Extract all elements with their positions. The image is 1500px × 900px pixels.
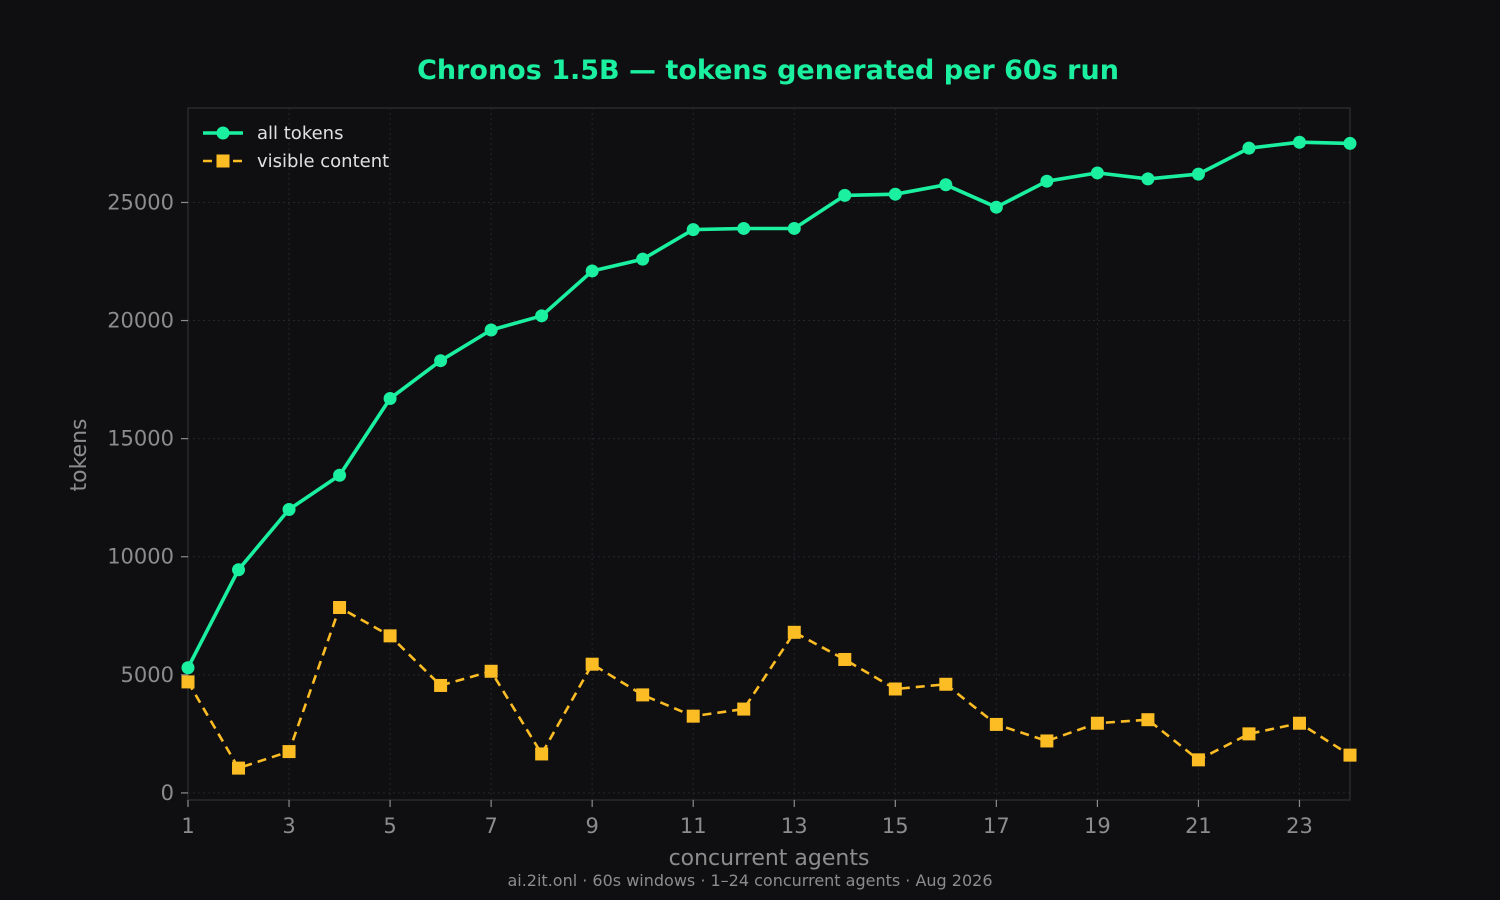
plot-frame [187,107,1351,801]
data-point-visible-content [585,657,599,671]
data-point-visible-content [535,747,549,761]
data-point-all-tokens [1040,174,1054,188]
data-point-visible-content [737,702,751,716]
series-line-visible-content [186,606,1351,770]
y-tick-label: 15000 [107,427,174,451]
data-point-all-tokens [1242,141,1256,155]
data-point-all-tokens [181,661,195,675]
data-point-all-tokens [1090,166,1104,180]
legend-label-all-tokens: all tokens [257,123,343,144]
legend: all tokens visible content [203,123,389,172]
data-point-all-tokens [383,391,397,405]
data-point-all-tokens [535,309,549,323]
data-point-visible-content [434,678,448,692]
data-point-all-tokens [1141,172,1155,186]
data-point-all-tokens [282,503,296,517]
data-point-visible-content [1090,716,1104,730]
legend-label-visible-content: visible content [257,151,389,172]
data-point-visible-content [333,601,347,615]
data-point-all-tokens [333,468,347,482]
data-point-visible-content [1242,727,1256,741]
axis-ticks: 1 3 5 7 9 11 13 15 17 19 21 23050001000015000200002… [107,190,1313,838]
x-tick-label: 7 [484,814,497,838]
y-tick-label: 20000 [107,309,174,333]
data-point-visible-content [888,682,902,696]
data-point-visible-content [1191,753,1205,767]
data-point-all-tokens [737,221,751,235]
x-tick-label: 23 [1286,814,1313,838]
data-point-visible-content [484,664,498,678]
x-tick-label: 3 [282,814,295,838]
y-tick-label: 25000 [107,190,174,214]
data-point-all-tokens [434,354,448,368]
legend-marker-visible-content [216,154,230,168]
x-tick-label: 13 [781,814,808,838]
footer-note: ai.2it.onl · 60s windows · 1–24 concurre… [507,871,992,890]
data-point-visible-content [282,745,296,759]
legend-marker-all-tokens [216,126,230,140]
data-point-visible-content [1040,734,1054,748]
series-line-all-tokens [186,140,1351,669]
data-point-all-tokens [636,252,650,266]
data-point-all-tokens [1343,136,1357,150]
x-axis-label: concurrent agents [669,846,870,871]
x-tick-label: 21 [1185,814,1212,838]
x-tick-label: 5 [383,814,396,838]
y-axis-label: tokens [67,419,92,492]
data-point-all-tokens [989,200,1003,214]
chart-title: Chronos 1.5B — tokens generated per 60s … [417,55,1119,86]
data-point-all-tokens [585,264,599,278]
data-point-visible-content [1343,748,1357,762]
x-tick-label: 17 [983,814,1010,838]
data-point-all-tokens [1191,167,1205,181]
x-tick-label: 1 [181,814,194,838]
data-point-visible-content [636,688,650,702]
data-point-visible-content [787,625,801,639]
data-point-visible-content [686,709,700,723]
data-point-all-tokens [484,323,498,337]
x-tick-label: 9 [585,814,598,838]
data-point-visible-content [838,652,852,666]
grid [187,108,1350,800]
data-point-visible-content [181,675,195,689]
data-point-all-tokens [1292,135,1306,149]
data-point-visible-content [939,677,953,691]
data-point-visible-content [232,761,246,775]
x-tick-label: 19 [1084,814,1111,838]
y-tick-label: 10000 [107,545,174,569]
data-point-visible-content [1141,713,1155,727]
x-tick-label: 15 [882,814,909,838]
x-tick-label: 11 [680,814,707,838]
y-tick-label: 0 [161,781,174,805]
data-point-all-tokens [838,188,852,202]
data-point-visible-content [1292,716,1306,730]
data-point-visible-content [989,717,1003,731]
data-point-all-tokens [686,223,700,237]
data-point-visible-content [383,629,397,643]
data-point-all-tokens [787,221,801,235]
y-tick-label: 5000 [121,663,174,687]
data-point-all-tokens [939,178,953,192]
series-layer [181,135,1357,775]
data-point-all-tokens [888,187,902,201]
data-point-all-tokens [232,563,246,577]
